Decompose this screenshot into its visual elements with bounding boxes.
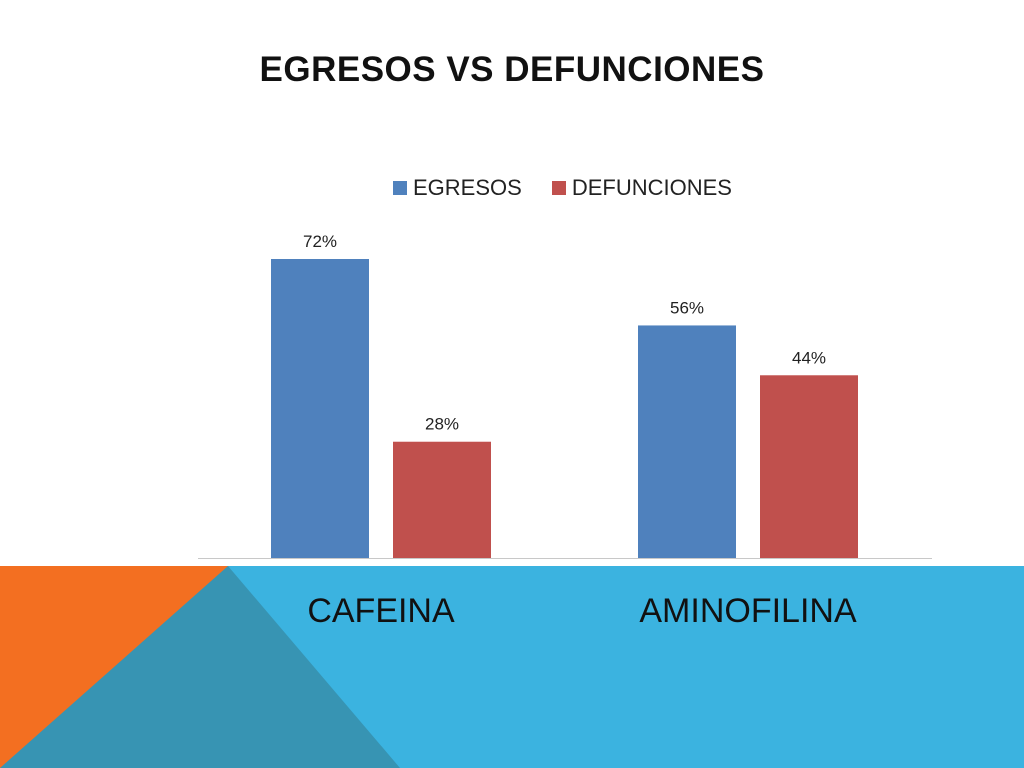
bar-egresos-cafeina	[271, 259, 369, 558]
data-label-egresos-cafeina: 72%	[303, 232, 337, 251]
bar-defunciones-cafeina	[393, 441, 491, 558]
legend-swatch-egresos	[393, 181, 407, 195]
bar-egresos-aminofilina	[638, 325, 736, 558]
legend-label-defunciones: DEFUNCIONES	[571, 175, 732, 200]
data-label-egresos-aminofilina: 56%	[670, 298, 704, 317]
legend-item-egresos: EGRESOS	[393, 175, 522, 201]
legend-label-egresos: EGRESOS	[413, 175, 522, 200]
chart-title: EGRESOS VS DEFUNCIONES	[259, 50, 765, 89]
category-label-cafeina: CAFEINA	[307, 592, 455, 630]
bar-defunciones-aminofilina	[760, 375, 858, 558]
legend-item-defunciones: DEFUNCIONES	[551, 175, 732, 201]
chart-legend: EGRESOS DEFUNCIONES	[393, 175, 762, 201]
data-label-defunciones-aminofilina: 44%	[792, 348, 826, 367]
category-label-aminofilina: AMINOFILINA	[639, 592, 857, 630]
data-label-defunciones-cafeina: 28%	[425, 415, 459, 434]
legend-swatch-defunciones	[551, 181, 566, 195]
